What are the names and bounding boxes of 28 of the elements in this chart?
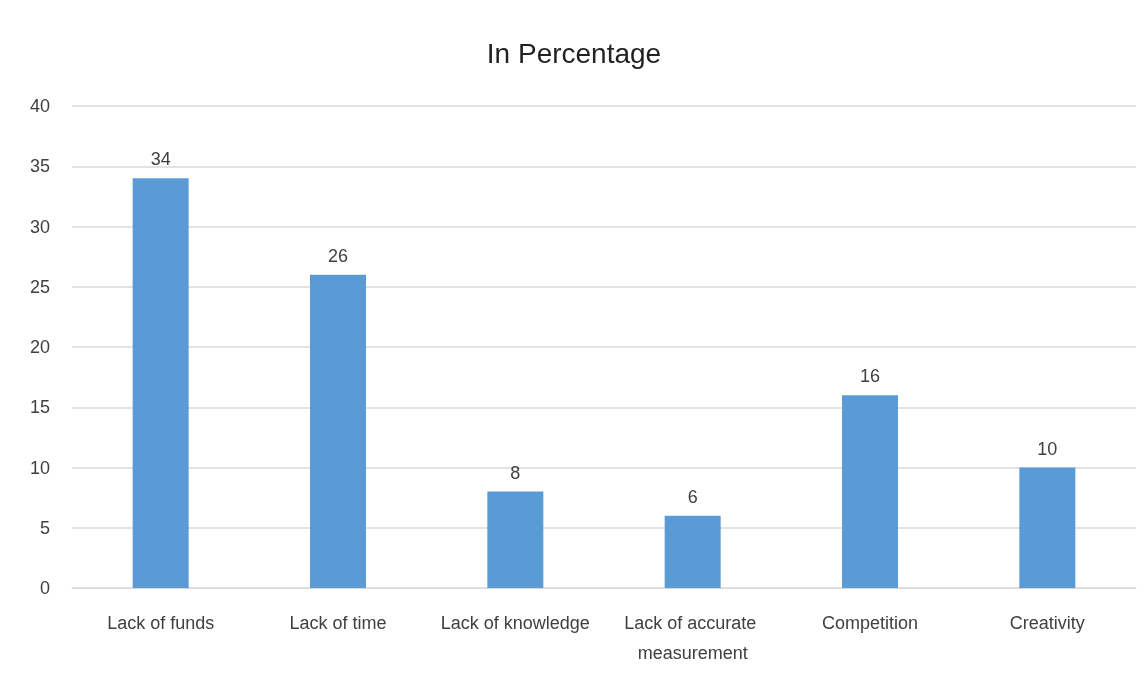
bar	[664, 515, 721, 588]
data-label: 8	[510, 462, 521, 483]
bar	[487, 491, 544, 588]
x-tick-label: Lack of accurate measurement	[624, 613, 762, 663]
y-tick-label: 30	[29, 216, 50, 237]
x-tick-label: Lack of knowledge	[440, 613, 590, 633]
data-label: 26	[327, 245, 349, 266]
x-tick-label: Lack of funds	[107, 613, 215, 633]
y-tick-label: 40	[29, 96, 50, 116]
data-label: 10	[1037, 438, 1058, 459]
y-tick-label: 0	[39, 578, 50, 598]
bar	[132, 178, 189, 588]
y-tick-label: 20	[29, 337, 50, 357]
chart-title: In Percentage	[486, 37, 662, 69]
x-tick-label: Competition	[821, 613, 919, 633]
bar	[1019, 467, 1076, 588]
y-tick-label: 35	[29, 156, 50, 177]
y-tick-label: 25	[29, 276, 50, 297]
data-label: 34	[150, 149, 171, 170]
y-tick-label: 5	[39, 517, 50, 538]
x-tick-label: Lack of time	[289, 613, 387, 633]
x-tick-label: Creativity	[1009, 613, 1085, 633]
bar	[842, 395, 898, 588]
y-tick-label: 15	[29, 397, 50, 418]
data-label: 16	[859, 366, 881, 387]
bar	[310, 274, 366, 588]
y-tick-label: 10	[29, 457, 50, 478]
data-label: 6	[687, 486, 698, 507]
